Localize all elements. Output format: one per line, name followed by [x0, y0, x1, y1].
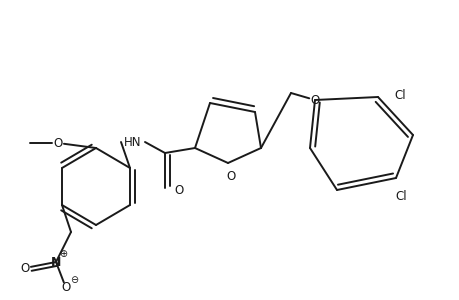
Text: O: O — [61, 281, 71, 295]
Text: Cl: Cl — [393, 88, 405, 101]
Text: ⊖: ⊖ — [70, 275, 78, 285]
Text: ⊕: ⊕ — [59, 249, 67, 259]
Text: O: O — [20, 262, 29, 275]
Text: O: O — [174, 184, 183, 197]
Text: HN: HN — [124, 136, 141, 148]
Text: N: N — [50, 256, 61, 268]
Text: O: O — [226, 170, 235, 184]
Text: O: O — [310, 94, 319, 106]
Text: O: O — [53, 136, 62, 149]
Text: Cl: Cl — [394, 190, 406, 202]
